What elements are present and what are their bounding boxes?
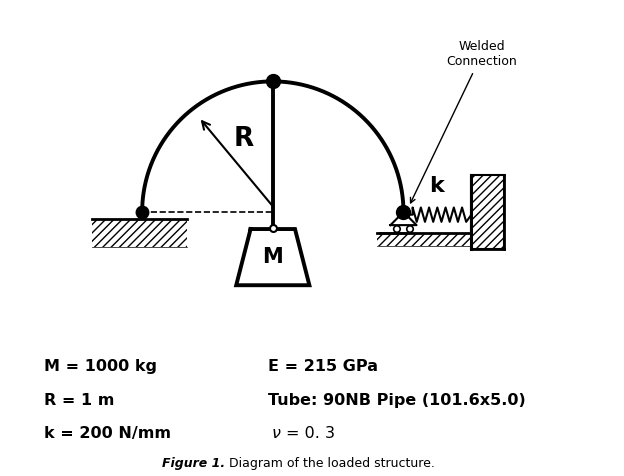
Text: R = 1 m: R = 1 m: [44, 393, 114, 408]
Polygon shape: [391, 212, 417, 225]
Text: = 0. 3: = 0. 3: [286, 426, 335, 441]
Text: Tube: 90NB Pipe (101.6x5.0): Tube: 90NB Pipe (101.6x5.0): [268, 393, 526, 408]
Text: M = 1000 kg: M = 1000 kg: [44, 359, 157, 375]
Bar: [471, 176, 504, 248]
Polygon shape: [236, 229, 310, 285]
Text: R: R: [234, 126, 254, 152]
Bar: [378, 233, 471, 246]
Text: k: k: [429, 177, 444, 197]
Text: $\nu$: $\nu$: [271, 426, 282, 441]
Text: k = 200 N/mm: k = 200 N/mm: [44, 426, 171, 441]
Text: E = 215 GPa: E = 215 GPa: [268, 359, 378, 375]
Text: Figure 1.: Figure 1.: [162, 457, 225, 470]
Text: Welded
Connection: Welded Connection: [411, 40, 517, 203]
Bar: [92, 218, 187, 248]
Text: Diagram of the loaded structure.: Diagram of the loaded structure.: [225, 457, 434, 470]
Text: M: M: [263, 247, 283, 267]
